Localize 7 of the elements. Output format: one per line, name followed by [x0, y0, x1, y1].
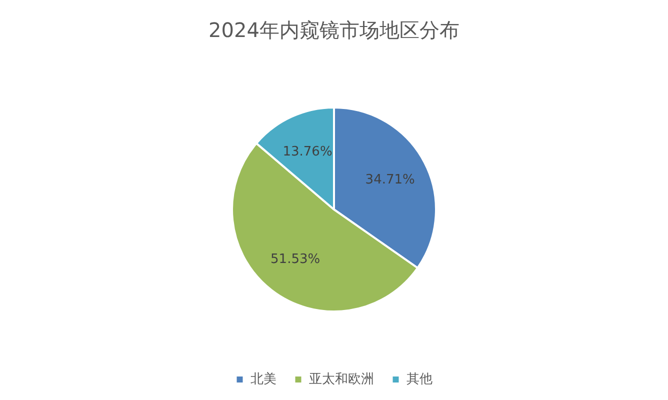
legend-label: 其他 — [406, 371, 432, 386]
data-label: 51.53% — [270, 252, 320, 267]
data-label: 34.71% — [365, 172, 415, 188]
chart-title: 2024年内窥镜市场地区分布 — [208, 18, 460, 42]
legend-label: 亚太和欧洲 — [308, 371, 374, 386]
legend-label: 北美 — [250, 371, 276, 386]
data-label: 13.76% — [282, 144, 332, 160]
